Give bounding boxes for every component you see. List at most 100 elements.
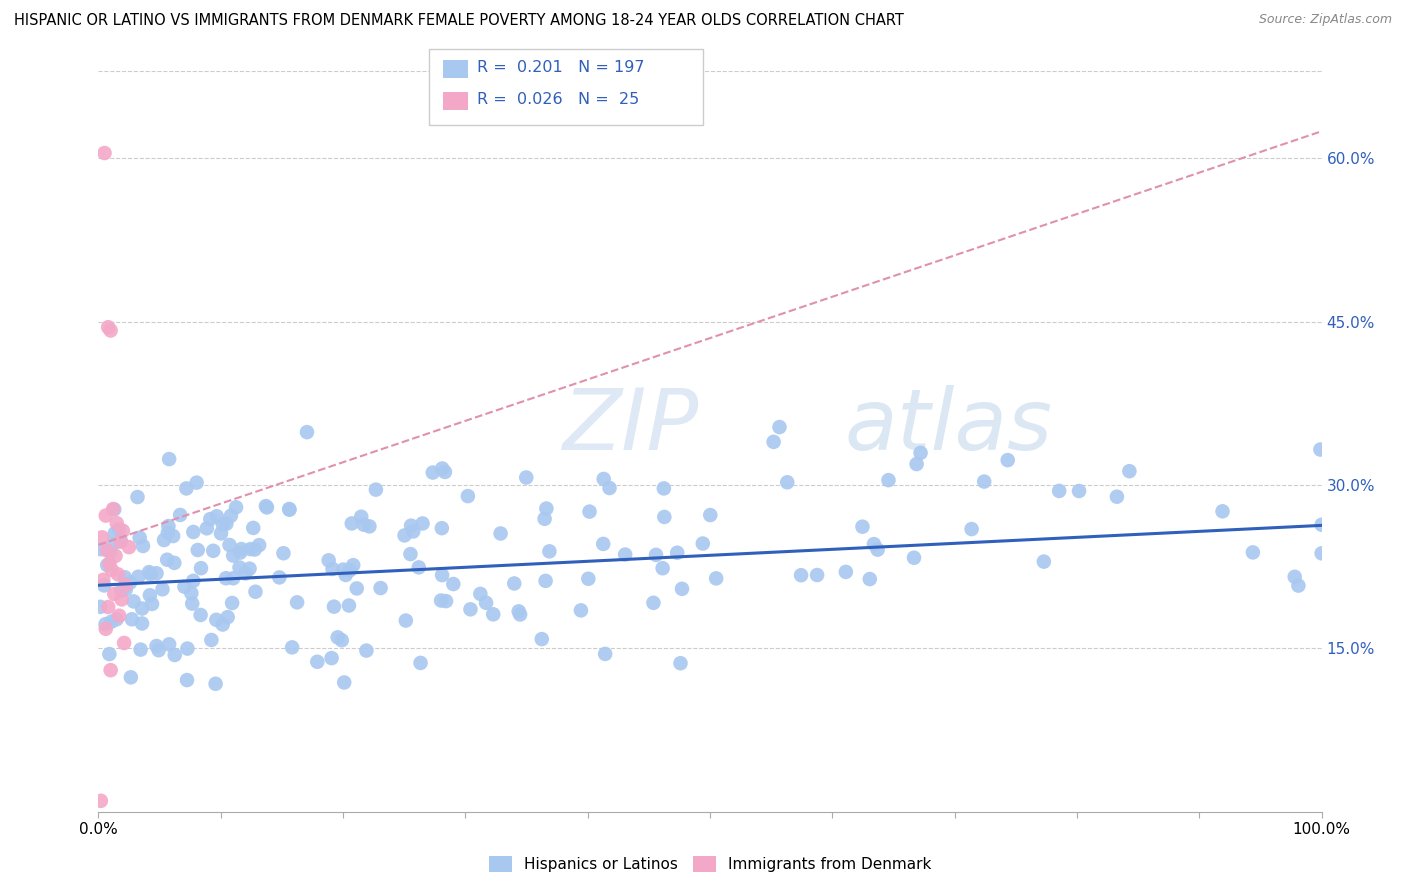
Point — [93, 578, 115, 592]
Point — [211, 517, 233, 532]
Point — [162, 529, 184, 543]
Point — [643, 596, 665, 610]
Point — [209, 526, 232, 541]
Point — [132, 539, 155, 553]
Point — [669, 657, 692, 671]
Point — [256, 500, 278, 515]
Point — [219, 508, 242, 523]
Point — [430, 568, 453, 582]
Point — [112, 636, 135, 650]
Point — [704, 571, 727, 585]
Point — [205, 509, 228, 524]
Point — [776, 475, 799, 490]
Point — [204, 677, 226, 691]
Point — [457, 489, 479, 503]
Point — [243, 542, 266, 557]
Point — [111, 592, 134, 607]
Point — [239, 542, 262, 557]
Point — [180, 586, 202, 600]
Point — [692, 536, 714, 550]
Point — [409, 656, 432, 670]
Point — [1284, 570, 1306, 584]
Point — [273, 546, 295, 560]
Point — [127, 570, 149, 584]
Point — [768, 420, 790, 434]
Point — [129, 642, 152, 657]
Point — [534, 574, 557, 588]
Point — [997, 453, 1019, 467]
Point — [430, 593, 453, 607]
Point — [364, 483, 387, 497]
Point — [578, 505, 600, 519]
Point — [118, 540, 141, 554]
Point — [356, 643, 378, 657]
Point — [509, 607, 531, 622]
Point — [335, 568, 357, 582]
Point — [530, 632, 553, 646]
Point — [318, 553, 340, 567]
Point — [434, 594, 457, 608]
Point — [340, 516, 363, 531]
Point — [903, 550, 925, 565]
Point — [181, 597, 204, 611]
Point — [205, 613, 228, 627]
Point — [866, 542, 889, 557]
Point — [190, 607, 212, 622]
Point — [190, 561, 212, 575]
Point — [90, 794, 112, 808]
Point — [503, 576, 526, 591]
Point — [337, 599, 360, 613]
Point — [131, 601, 153, 615]
Text: R =  0.026   N =  25: R = 0.026 N = 25 — [477, 93, 638, 107]
Point — [433, 465, 456, 479]
Point — [127, 490, 149, 504]
Point — [176, 673, 198, 687]
Point — [489, 526, 512, 541]
Point — [120, 575, 142, 590]
Point — [960, 522, 983, 536]
Point — [98, 557, 121, 571]
Point — [342, 558, 364, 573]
Point — [215, 571, 238, 585]
Point — [103, 587, 125, 601]
Point — [247, 538, 270, 552]
Point — [90, 542, 112, 557]
Point — [93, 146, 115, 161]
Point — [181, 574, 204, 588]
Point — [94, 617, 117, 632]
Point — [399, 547, 422, 561]
Point — [229, 545, 252, 559]
Point — [1105, 490, 1128, 504]
Point — [101, 502, 124, 516]
Point — [138, 565, 160, 579]
Point — [145, 566, 167, 581]
Point — [110, 534, 132, 549]
Point — [322, 562, 344, 576]
Point — [105, 612, 128, 626]
Point — [89, 599, 111, 614]
Point — [430, 521, 453, 535]
Point — [163, 648, 186, 662]
Point — [114, 570, 136, 584]
Point — [139, 567, 162, 582]
Point — [157, 452, 180, 467]
Point — [108, 608, 131, 623]
Point — [254, 499, 277, 513]
Point — [100, 545, 122, 559]
Point — [105, 516, 128, 531]
Point — [128, 531, 150, 545]
Point — [148, 643, 170, 657]
Point — [222, 549, 245, 563]
Point — [228, 560, 250, 574]
Point — [762, 434, 785, 449]
Point — [100, 663, 122, 677]
Point — [332, 563, 354, 577]
Point — [482, 607, 505, 622]
Point — [806, 568, 828, 582]
Point — [408, 560, 430, 574]
Point — [235, 566, 257, 581]
Point — [370, 581, 392, 595]
Point — [156, 525, 179, 540]
Point — [508, 604, 530, 618]
Point — [330, 633, 353, 648]
